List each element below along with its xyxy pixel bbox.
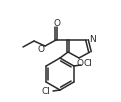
Text: O: O: [76, 59, 83, 68]
Text: N: N: [90, 34, 96, 43]
Text: Cl: Cl: [42, 88, 50, 96]
Text: Cl: Cl: [83, 59, 92, 69]
Text: O: O: [53, 18, 60, 28]
Text: O: O: [38, 44, 45, 54]
